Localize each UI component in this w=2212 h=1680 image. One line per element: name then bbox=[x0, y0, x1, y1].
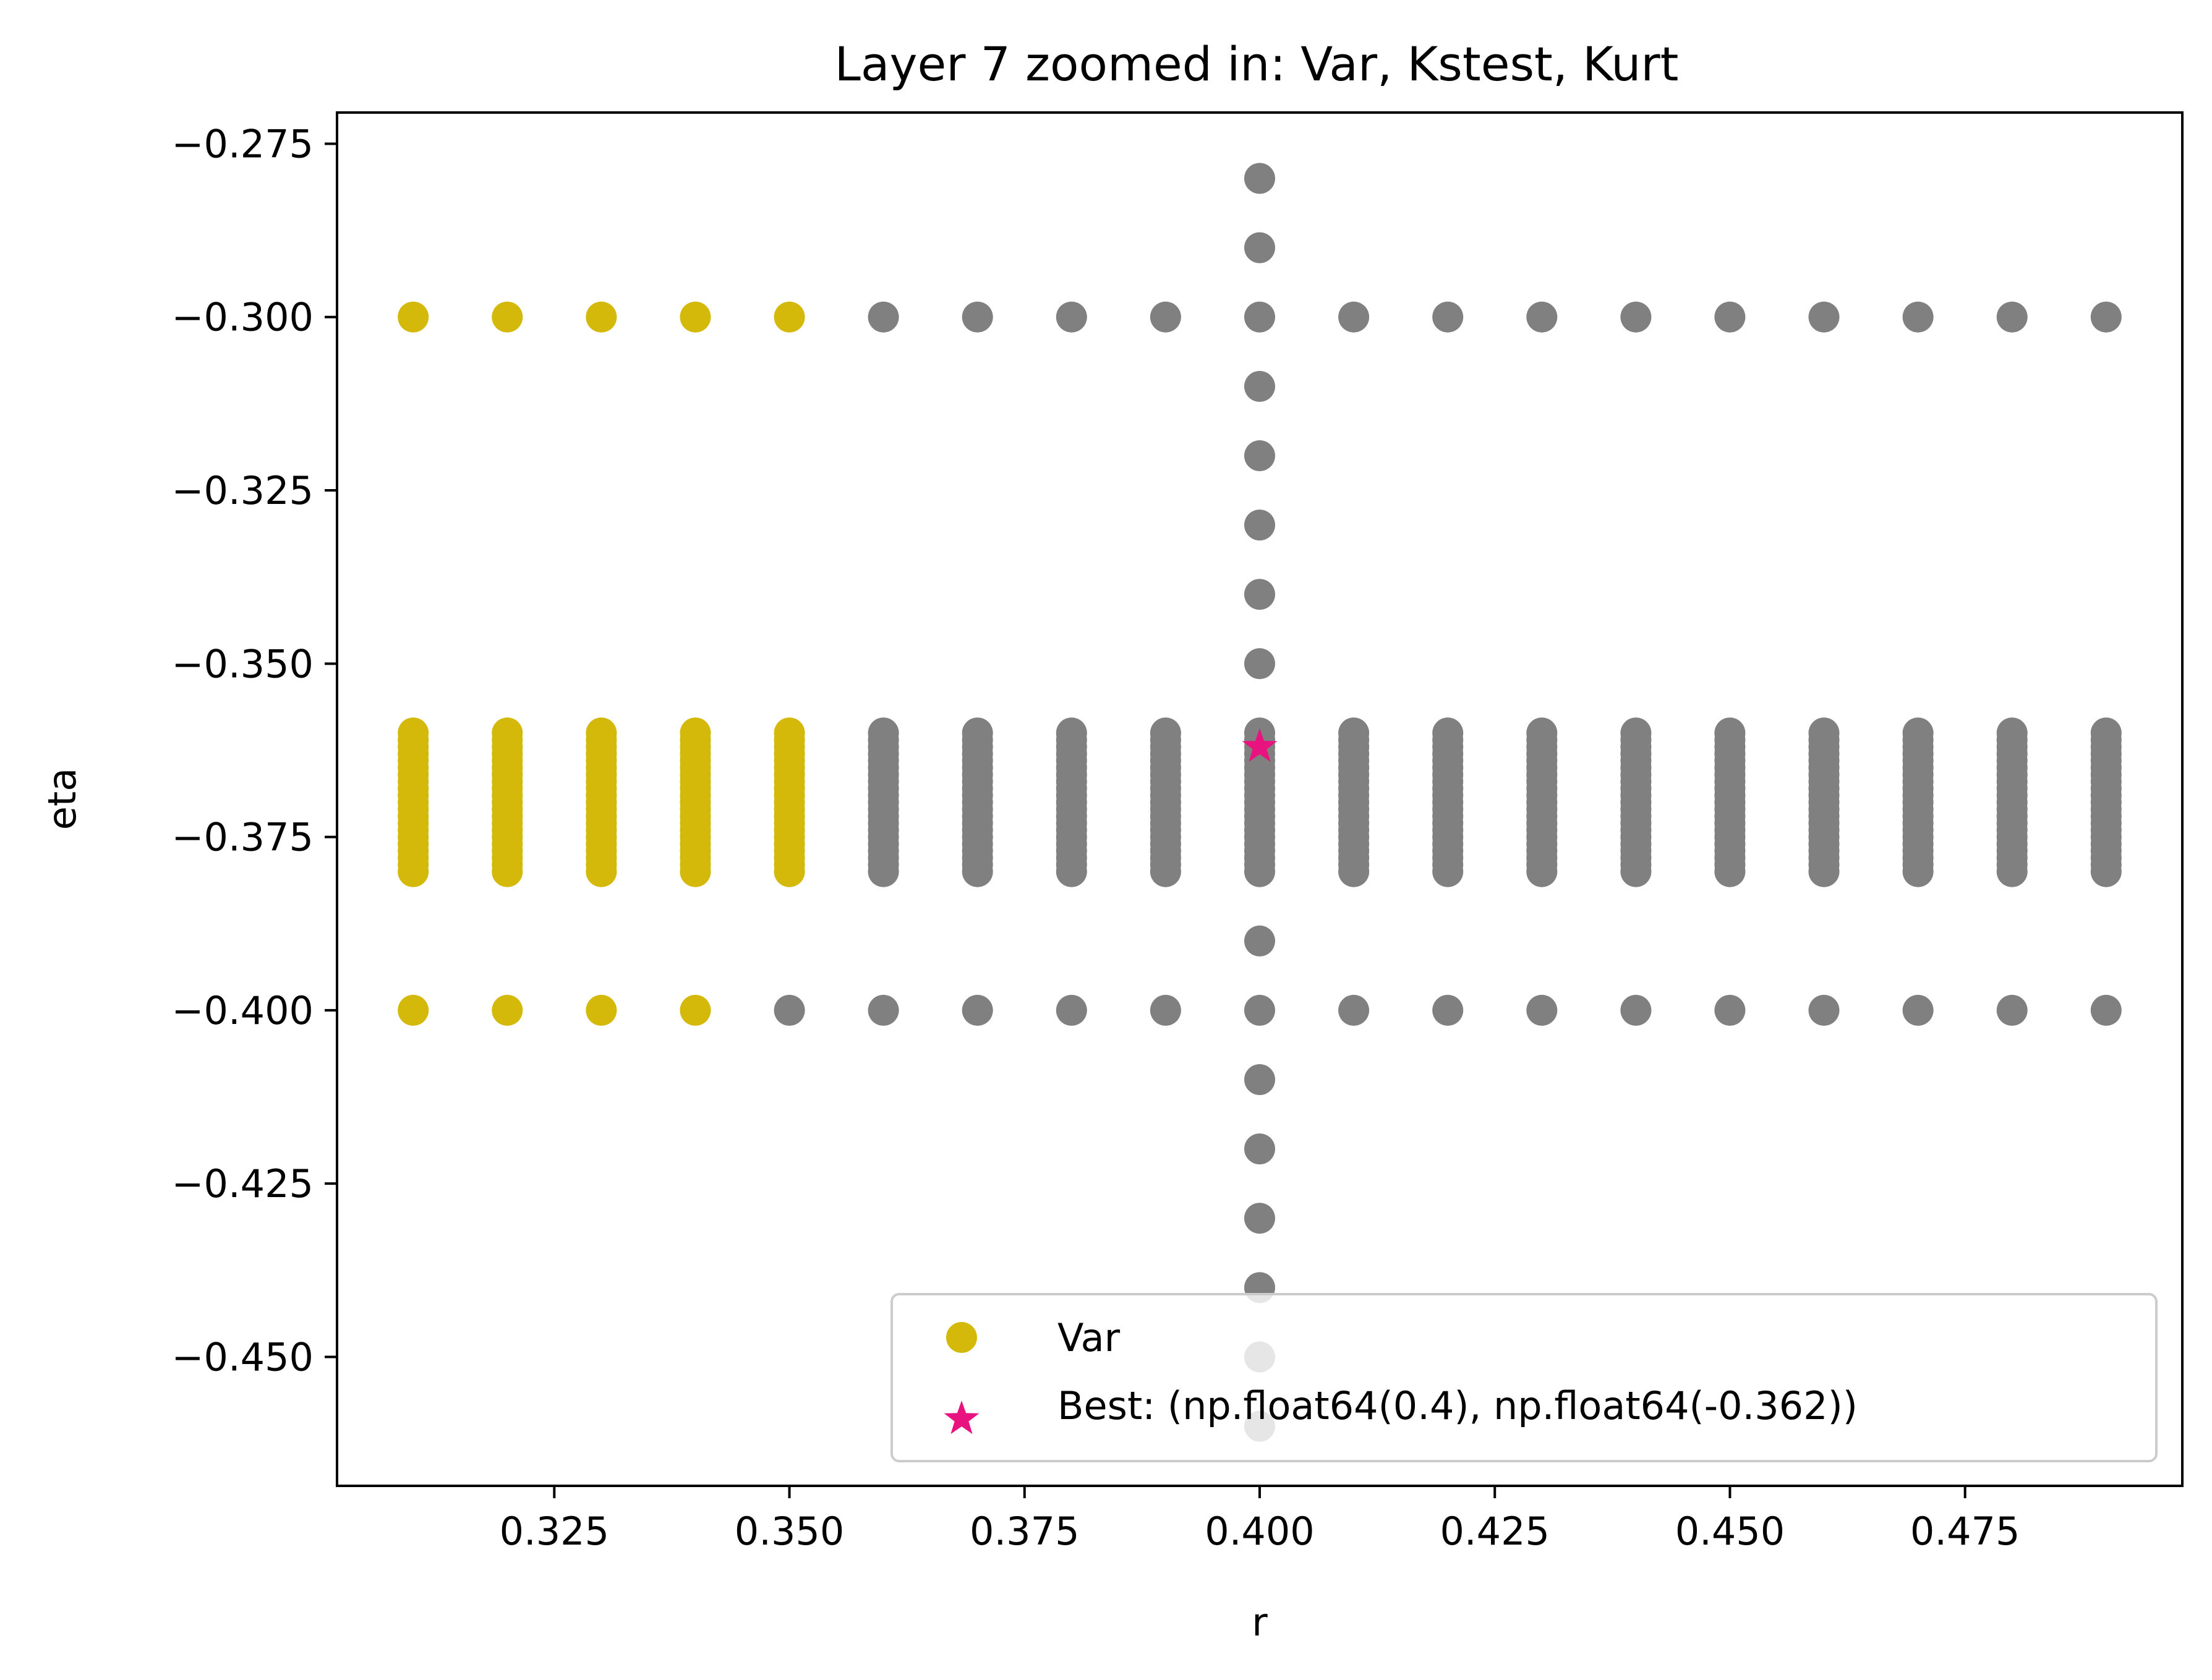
point bbox=[1996, 301, 2028, 333]
point bbox=[1244, 163, 1275, 194]
x-tick-label: 0.375 bbox=[970, 1509, 1080, 1554]
point bbox=[868, 717, 899, 749]
point bbox=[1808, 301, 1840, 333]
point bbox=[774, 301, 805, 333]
point bbox=[1620, 994, 1652, 1026]
point bbox=[680, 717, 711, 749]
point bbox=[1150, 301, 1181, 333]
point bbox=[492, 717, 523, 749]
best-point-star bbox=[1242, 728, 1278, 762]
point bbox=[1150, 717, 1181, 749]
point bbox=[1714, 301, 1746, 333]
y-tick-label: −0.425 bbox=[172, 1161, 314, 1206]
legend-var-marker bbox=[946, 1322, 977, 1353]
point bbox=[1620, 301, 1652, 333]
point bbox=[1244, 1133, 1275, 1165]
point bbox=[1338, 717, 1370, 749]
point bbox=[2090, 994, 2122, 1026]
data-points bbox=[398, 163, 2122, 1442]
point bbox=[1432, 301, 1464, 333]
point bbox=[1526, 994, 1558, 1026]
point bbox=[1902, 301, 1934, 333]
point bbox=[774, 994, 805, 1026]
point bbox=[1808, 717, 1840, 749]
point bbox=[1244, 370, 1275, 402]
point bbox=[586, 994, 617, 1026]
legend: Var Best: (np.float64(0.4), np.float64(-… bbox=[890, 1293, 2158, 1462]
y-tick-label: −0.450 bbox=[172, 1334, 314, 1379]
y-axis-ticks: −0.275 −0.300 −0.325 −0.350 −0.375 −0.400 −0.4… bbox=[172, 121, 337, 1379]
x-tick-label: 0.350 bbox=[735, 1509, 845, 1554]
point bbox=[1808, 994, 1840, 1026]
point bbox=[492, 301, 523, 333]
point bbox=[1432, 717, 1464, 749]
point bbox=[1244, 1203, 1275, 1234]
point bbox=[1244, 994, 1275, 1026]
y-tick-label: −0.350 bbox=[172, 641, 314, 686]
x-tick-label: 0.475 bbox=[1910, 1509, 2020, 1554]
point bbox=[1338, 301, 1370, 333]
point bbox=[962, 717, 993, 749]
point bbox=[868, 994, 899, 1026]
x-tick-label: 0.400 bbox=[1205, 1509, 1315, 1554]
point bbox=[1244, 232, 1275, 263]
x-tick-label: 0.325 bbox=[500, 1509, 610, 1554]
y-tick-label: −0.375 bbox=[172, 815, 314, 860]
point bbox=[1244, 648, 1275, 680]
point bbox=[492, 994, 523, 1026]
point bbox=[680, 301, 711, 333]
point bbox=[398, 994, 429, 1026]
point bbox=[962, 301, 993, 333]
point bbox=[1150, 994, 1181, 1026]
legend-best-star bbox=[944, 1401, 980, 1435]
point bbox=[1526, 717, 1558, 749]
point bbox=[1902, 717, 1934, 749]
x-tick-label: 0.450 bbox=[1675, 1509, 1785, 1554]
point bbox=[1714, 717, 1746, 749]
point bbox=[1244, 579, 1275, 610]
point bbox=[1620, 717, 1652, 749]
point bbox=[398, 301, 429, 333]
x-axis-label: r bbox=[1252, 1600, 1268, 1645]
y-tick-label: −0.275 bbox=[172, 121, 314, 166]
point bbox=[398, 717, 429, 749]
point bbox=[1244, 301, 1275, 333]
y-axis-label: eta bbox=[40, 768, 85, 830]
point bbox=[1244, 925, 1275, 957]
x-axis-ticks: 0.325 0.350 0.375 0.400 0.425 0.450 0.475 bbox=[500, 1486, 2020, 1554]
point bbox=[868, 301, 899, 333]
point bbox=[1056, 994, 1087, 1026]
chart-title: Layer 7 zoomed in: Var, Kstest, Kurt bbox=[835, 36, 1679, 92]
legend-var-label: Var bbox=[1057, 1315, 1121, 1360]
point bbox=[1338, 994, 1370, 1026]
y-tick-label: −0.400 bbox=[172, 988, 314, 1033]
point bbox=[774, 717, 805, 749]
point bbox=[1244, 440, 1275, 471]
point bbox=[1714, 994, 1746, 1026]
point bbox=[2090, 301, 2122, 333]
legend-best-label: Best: (np.float64(0.4), np.float64(-0.36… bbox=[1057, 1383, 1858, 1428]
point bbox=[680, 994, 711, 1026]
point bbox=[1244, 1064, 1275, 1095]
x-tick-label: 0.425 bbox=[1440, 1509, 1550, 1554]
point bbox=[1432, 994, 1464, 1026]
point bbox=[1056, 717, 1087, 749]
point bbox=[1902, 994, 1934, 1026]
y-tick-label: −0.325 bbox=[172, 468, 314, 513]
point bbox=[2090, 717, 2122, 749]
point bbox=[1996, 717, 2028, 749]
y-tick-label: −0.300 bbox=[172, 295, 314, 340]
point bbox=[1526, 301, 1558, 333]
point bbox=[1244, 510, 1275, 541]
point bbox=[586, 717, 617, 749]
legend-box bbox=[890, 1293, 2158, 1462]
point bbox=[1996, 994, 2028, 1026]
point bbox=[586, 301, 617, 333]
point bbox=[962, 994, 993, 1026]
point bbox=[1056, 301, 1087, 333]
